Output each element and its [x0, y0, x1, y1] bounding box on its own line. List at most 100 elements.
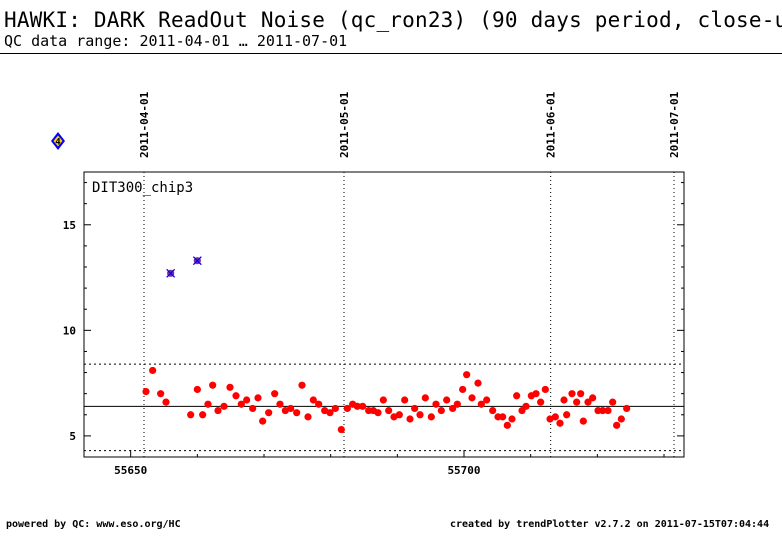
data-point — [385, 406, 393, 415]
data-point — [353, 402, 361, 410]
data-point — [437, 406, 445, 415]
data-point — [249, 404, 257, 413]
date-markers: 2011-04-01 2011-05-01 2011-06-01 2011-07-01 — [138, 91, 681, 457]
date-tick-label: 2011-05-01 — [338, 91, 351, 158]
data-point — [474, 379, 482, 387]
data-point — [477, 400, 485, 408]
plot-frame — [83, 171, 685, 458]
data-range-subtitle: QC data range: 2011-04-01 … 2011-07-01 — [4, 32, 348, 50]
data-point — [237, 400, 245, 408]
data-point — [556, 419, 564, 427]
data-point — [604, 406, 612, 415]
data-point — [406, 415, 414, 423]
date-tick-label: 2011-04-01 — [138, 91, 151, 158]
data-point — [563, 411, 571, 419]
reference-lines — [84, 363, 684, 452]
trend-chart: 2011-04-01 2011-05-01 2011-06-01 2011-07-01… — [51, 91, 685, 477]
date-tick-label: 2011-07-01 — [668, 91, 681, 158]
data-point — [265, 409, 273, 417]
date-tick-label: 2011-06-01 — [545, 91, 558, 158]
data-point — [293, 409, 301, 417]
outlier-count: 4 — [55, 138, 61, 148]
data-point — [259, 417, 267, 425]
outlier-marker — [166, 268, 176, 278]
footer-created-by: created by trendPlotter v2.7.2 on 2011-0… — [450, 519, 770, 530]
data-point — [199, 411, 207, 419]
x-tick-label: 55700 — [447, 464, 480, 477]
data-point — [599, 406, 607, 415]
data-point — [421, 394, 429, 402]
data-point — [309, 396, 317, 404]
diamond-fill-icon — [53, 135, 63, 147]
data-point — [220, 402, 228, 410]
y-tick-label: 5 — [69, 430, 76, 443]
panel-label: DIT300_chip3 — [92, 180, 193, 196]
data-point — [427, 413, 435, 421]
x-tick-label: 55650 — [114, 464, 147, 477]
data-point — [374, 409, 382, 417]
data-point — [623, 404, 631, 413]
data-point — [226, 383, 234, 391]
data-point — [326, 409, 334, 417]
data-point — [162, 398, 170, 406]
data-point — [214, 406, 222, 415]
data-point — [537, 398, 545, 406]
y-tick-label: 10 — [63, 324, 76, 337]
data-point — [276, 400, 284, 408]
data-point — [513, 392, 521, 400]
data-point — [468, 394, 476, 402]
data-point — [463, 371, 471, 379]
footer-powered-by: powered by QC: www.eso.org/HC — [6, 519, 181, 530]
outlier-count-badge: 4 — [51, 132, 65, 150]
data-point — [459, 385, 467, 394]
page-title: HAWKI: DARK ReadOut Noise (qc_ron23) (90… — [4, 8, 782, 32]
data-point — [560, 396, 568, 404]
data-point — [579, 417, 587, 425]
data-point — [271, 390, 279, 398]
data-point — [209, 381, 217, 389]
data-point — [142, 387, 150, 396]
outlier-marker — [192, 256, 202, 266]
y-tick-label: 15 — [63, 219, 76, 232]
data-point — [287, 404, 295, 413]
title-divider — [0, 53, 782, 54]
data-point — [609, 398, 617, 406]
data-point — [508, 415, 516, 423]
data-point — [416, 411, 424, 419]
data-point — [573, 398, 581, 406]
data-point — [193, 385, 201, 394]
data-point — [551, 413, 559, 421]
data-point — [337, 425, 345, 434]
data-point — [331, 404, 339, 413]
data-point — [315, 400, 323, 408]
data-point — [499, 413, 507, 421]
data-point — [443, 396, 451, 404]
data-point — [204, 400, 212, 408]
data-point — [395, 411, 403, 419]
data-point — [157, 390, 165, 398]
data-point — [483, 396, 491, 404]
data-point — [411, 404, 419, 413]
data-point — [304, 413, 312, 421]
data-point — [532, 390, 540, 398]
data-point — [343, 404, 351, 413]
data-point — [379, 396, 387, 404]
data-point — [613, 421, 621, 429]
data-point — [589, 394, 597, 402]
data-point — [298, 381, 306, 389]
data-point — [541, 385, 549, 394]
data-point — [568, 390, 576, 398]
data-point — [187, 411, 195, 419]
data-points — [142, 256, 631, 434]
data-point — [149, 366, 157, 375]
data-point — [453, 400, 461, 408]
data-point — [584, 398, 592, 406]
data-point — [503, 421, 511, 429]
data-point — [522, 402, 530, 410]
data-point — [401, 396, 409, 404]
data-point — [577, 390, 585, 398]
axes: 5 10 15 55650 55700 — [63, 182, 684, 477]
data-point — [243, 396, 251, 404]
data-point — [489, 406, 497, 415]
data-point — [232, 392, 240, 400]
